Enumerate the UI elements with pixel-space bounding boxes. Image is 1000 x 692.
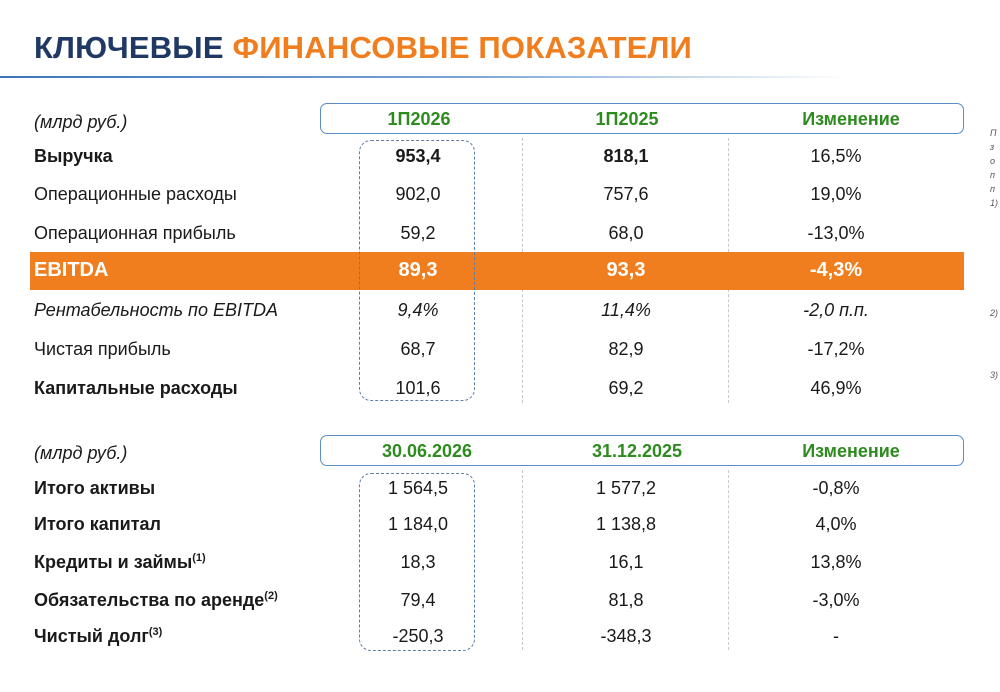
- value-change: -13,0%: [807, 223, 865, 243]
- table-row: Итого активы 1 564,5 1 577,2 -0,8%: [0, 478, 1000, 508]
- value-change: -17,2%: [807, 339, 865, 359]
- value-previous: 69,2: [608, 378, 644, 398]
- title-part1: КЛЮЧЕВЫЕ: [34, 30, 224, 65]
- table-row: Итого капитал 1 184,0 1 138,8 4,0%: [0, 514, 1000, 544]
- value-change: 4,0%: [815, 514, 857, 534]
- table-row: Операционные расходы 902,0 757,6 19,0%: [0, 184, 1000, 214]
- table2-header-date-current: 30.06.2026: [381, 441, 473, 461]
- current-period-highlight: [359, 140, 475, 401]
- row-label: Рентабельность по EBITDA: [34, 300, 278, 320]
- value-previous: 16,1: [608, 552, 644, 572]
- table-row: Капитальные расходы 101,6 69,2 46,9%: [0, 378, 1000, 408]
- row-label: Выручка: [34, 146, 113, 166]
- row-label: Итого активы: [34, 478, 156, 498]
- table1-unit: (млрд руб.): [34, 112, 128, 132]
- table2-header-box: 30.06.2026 31.12.2025 Изменение: [320, 435, 964, 466]
- value-current: 68,7: [400, 339, 436, 359]
- row-label: Кредиты и займы(1): [34, 552, 206, 572]
- table-row: Операционная прибыль 59,2 68,0 -13,0%: [0, 223, 1000, 253]
- value-previous: 81,8: [608, 590, 644, 610]
- row-label: Итого капитал: [34, 514, 161, 534]
- column-separator: [522, 470, 523, 650]
- value-previous: 93,3: [606, 259, 646, 281]
- table-row: Обязательства по аренде(2) 79,4 81,8 -3,…: [0, 590, 1000, 620]
- table2-header-date-previous: 31.12.2025: [591, 441, 683, 461]
- table1-header-box: 1П2026 1П2025 Изменение: [320, 103, 964, 134]
- row-label: Чистая прибыль: [34, 339, 171, 359]
- title-underline: [0, 76, 850, 78]
- table2-unit: (млрд руб.): [34, 443, 128, 463]
- value-previous: 1 138,8: [595, 514, 657, 534]
- ebitda-highlight-row: EBITDA 89,3 93,3 -4,3%: [30, 252, 964, 290]
- value-current: 953,4: [395, 146, 441, 166]
- row-label: Операционные расходы: [34, 184, 237, 204]
- value-previous: 818,1: [603, 146, 649, 166]
- value-change: -: [833, 626, 839, 646]
- value-change: -0,8%: [812, 478, 860, 498]
- current-date-highlight: [359, 473, 475, 651]
- row-label: Чистый долг(3): [34, 626, 163, 646]
- value-current: 1 564,5: [387, 478, 449, 498]
- value-current: 902,0: [395, 184, 441, 204]
- value-current: 101,6: [395, 378, 441, 398]
- value-current: 59,2: [400, 223, 436, 243]
- value-current: -250,3: [392, 626, 444, 646]
- table-row: Кредиты и займы(1) 18,3 16,1 13,8%: [0, 552, 1000, 582]
- value-current: 9,4%: [397, 300, 439, 320]
- value-change: 16,5%: [810, 146, 862, 166]
- row-label: Обязательства по аренде(2): [34, 590, 278, 610]
- value-current: 1 184,0: [387, 514, 449, 534]
- table-row: Чистая прибыль 68,7 82,9 -17,2%: [0, 339, 1000, 369]
- value-change: 46,9%: [810, 378, 862, 398]
- value-previous: 757,6: [603, 184, 649, 204]
- value-previous: -348,3: [600, 626, 652, 646]
- value-current: 79,4: [400, 590, 436, 610]
- value-previous: 68,0: [608, 223, 644, 243]
- value-change: 19,0%: [810, 184, 862, 204]
- value-change: -2,0 п.п.: [803, 300, 869, 320]
- footnote-fragment: 3): [990, 370, 999, 380]
- row-label: Капитальные расходы: [34, 378, 238, 398]
- row-label: EBITDA: [34, 259, 109, 281]
- table-row: Рентабельность по EBITDA 9,4% 11,4% -2,0…: [0, 300, 1000, 330]
- table1-header-period-current: 1П2026: [387, 109, 451, 129]
- table-row: Чистый долг(3) -250,3 -348,3 -: [0, 626, 1000, 656]
- footnote-fragment: П з о п п 1): [990, 128, 999, 208]
- value-change: 13,8%: [810, 552, 862, 572]
- value-previous: 82,9: [608, 339, 644, 359]
- page-title: КЛЮЧЕВЫЕ ФИНАНСОВЫЕ ПОКАЗАТЕЛИ: [34, 30, 692, 66]
- value-previous: 11,4%: [601, 300, 651, 320]
- table-row: Выручка 953,4 818,1 16,5%: [0, 146, 1000, 176]
- value-current: 89,3: [398, 259, 438, 281]
- table1-header-period-previous: 1П2025: [595, 109, 659, 129]
- column-separator: [728, 470, 729, 650]
- row-label: Операционная прибыль: [34, 223, 236, 243]
- value-previous: 1 577,2: [595, 478, 657, 498]
- value-change: -4,3%: [809, 259, 863, 281]
- title-part2: ФИНАНСОВЫЕ ПОКАЗАТЕЛИ: [232, 30, 693, 65]
- value-current: 18,3: [400, 552, 436, 572]
- table2-header-change: Изменение: [802, 441, 900, 461]
- footnote-fragment: 2): [990, 308, 999, 318]
- table1-header-change: Изменение: [802, 109, 900, 129]
- value-change: -3,0%: [812, 590, 860, 610]
